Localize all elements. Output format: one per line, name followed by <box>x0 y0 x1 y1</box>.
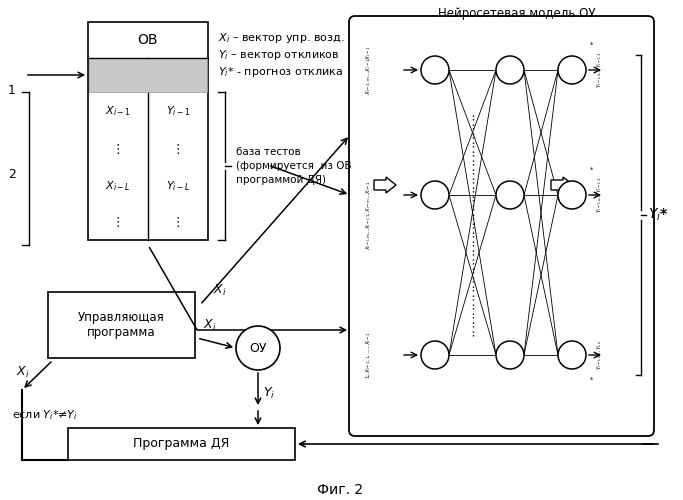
Text: $X_{i-l,m}{\ldots}X_{i-l,1},X_{i-m}{\ldots}X_{i-1}$: $X_{i-l,m}{\ldots}X_{i-l,1},X_{i-m}{\ldo… <box>365 180 373 250</box>
Text: $\boldsymbol{Y_i}$* - прогноз отклика: $\boldsymbol{Y_i}$* - прогноз отклика <box>218 65 344 79</box>
Circle shape <box>496 341 524 369</box>
Text: ОУ: ОУ <box>249 342 267 354</box>
Text: $\boldsymbol{X_i}$: $\boldsymbol{X_i}$ <box>203 318 217 332</box>
Circle shape <box>421 341 449 369</box>
Text: $Y_{i-l,n}{\ldots}Y_{i-l,1}$: $Y_{i-l,n}{\ldots}Y_{i-l,1}$ <box>596 52 604 88</box>
Circle shape <box>558 56 586 84</box>
Text: 1: 1 <box>8 84 16 96</box>
Circle shape <box>421 181 449 209</box>
Text: *: * <box>590 167 594 173</box>
Text: $\boldsymbol{Y_i}$: $\boldsymbol{Y_i}$ <box>263 386 275 400</box>
Bar <box>48 292 195 358</box>
Circle shape <box>421 56 449 84</box>
Text: $X_{i-L}$: $X_{i-L}$ <box>105 180 131 194</box>
Text: ОВ: ОВ <box>138 33 158 47</box>
Circle shape <box>496 181 524 209</box>
Text: $\boldsymbol{Y_i}$ – вектор откликов: $\boldsymbol{Y_i}$ – вектор откликов <box>218 48 339 62</box>
Bar <box>68 428 295 460</box>
Circle shape <box>496 56 524 84</box>
Circle shape <box>558 341 586 369</box>
FancyArrow shape <box>551 177 573 193</box>
Text: Нейросетевая модель ОУ: Нейросетевая модель ОУ <box>438 6 596 20</box>
Circle shape <box>558 181 586 209</box>
Text: *: * <box>590 377 594 383</box>
Text: Программа ДЯ: Программа ДЯ <box>133 438 229 450</box>
Text: $\boldsymbol{Y_i}$*: $\boldsymbol{Y_i}$* <box>647 207 668 223</box>
Text: Фиг. 2: Фиг. 2 <box>317 483 363 497</box>
Text: Управляющая
программа: Управляющая программа <box>78 311 165 339</box>
Text: ⋮: ⋮ <box>112 142 124 156</box>
Bar <box>89 59 207 92</box>
Text: ⋮: ⋮ <box>112 216 124 229</box>
Text: *: * <box>590 42 594 48</box>
Text: 2: 2 <box>8 168 16 181</box>
Text: если $Y_i$*≠$Y_i$: если $Y_i$*≠$Y_i$ <box>12 408 78 422</box>
Text: ⋮: ⋮ <box>171 142 184 156</box>
Text: $Y_{i-L}$: $Y_{i-L}$ <box>166 180 190 194</box>
Text: $\boldsymbol{X_i}$ – вектор упр. возд.: $\boldsymbol{X_i}$ – вектор упр. возд. <box>218 31 344 45</box>
Text: ⋮: ⋮ <box>171 216 184 229</box>
Text: база тестов
(формируется  из ОВ
программой ДЯ): база тестов (формируется из ОВ программо… <box>236 147 352 185</box>
FancyBboxPatch shape <box>349 16 654 436</box>
Bar <box>88 22 208 240</box>
FancyArrow shape <box>374 177 396 193</box>
Text: $\boldsymbol{X_i}$: $\boldsymbol{X_i}$ <box>213 282 227 298</box>
Text: $X_{i-1,m}{\ldots}X_{i-1}X_{i-1}$: $X_{i-1,m}{\ldots}X_{i-1}X_{i-1}$ <box>365 46 373 94</box>
Text: $Y_{i-1}$: $Y_{i-1}$ <box>165 104 191 118</box>
Text: $X_{i-1}$: $X_{i-1}$ <box>105 104 131 118</box>
Text: $Y_{i-l,n}{\ldots}Y_{i-l,1}$: $Y_{i-l,n}{\ldots}Y_{i-l,1}$ <box>596 176 604 214</box>
Text: $Y_{i-l,n}{\ldots}Y_{i,n}$: $Y_{i-l,n}{\ldots}Y_{i,n}$ <box>596 340 604 370</box>
Text: $\boldsymbol{X_i}$: $\boldsymbol{X_i}$ <box>16 364 29 380</box>
Circle shape <box>236 326 280 370</box>
Text: $1,X_{i-1,1},{\ldots},X_{i-1}$: $1,X_{i-1,1},{\ldots},X_{i-1}$ <box>365 331 373 379</box>
